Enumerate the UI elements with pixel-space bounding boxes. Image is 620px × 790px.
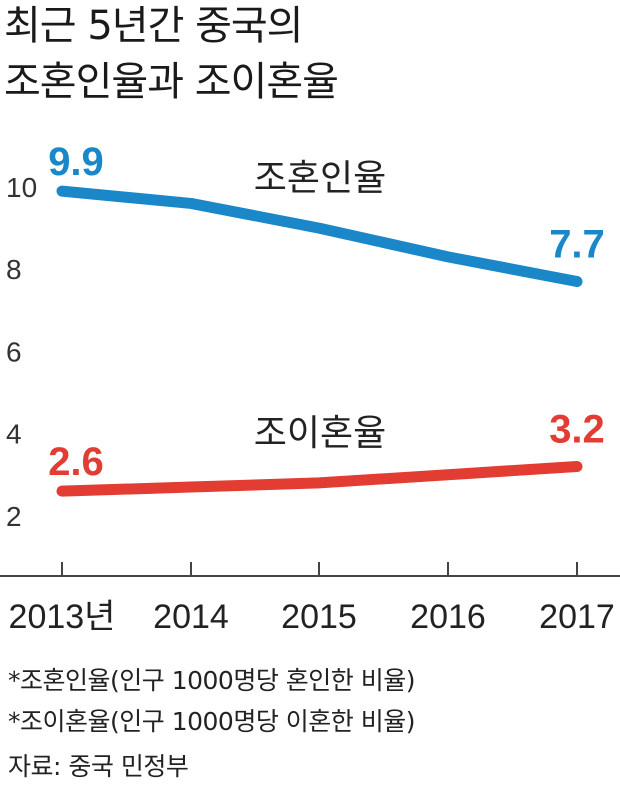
series-line-1 — [56, 185, 583, 288]
y-tick-label: 10 — [6, 172, 37, 203]
data-label-first: 9.9 — [48, 140, 104, 184]
series-line-2 — [56, 460, 583, 497]
data-label-last: 7.7 — [549, 223, 605, 267]
data-label-last: 3.2 — [549, 407, 605, 451]
footnote-marriage-rate: *조혼인율(인구 1000명당 혼인한 비율) — [8, 666, 415, 695]
y-tick-label: 2 — [6, 501, 22, 532]
x-axis-ticks: 2013년 2014 2015 2016 2017 — [9, 562, 615, 636]
chart-title-line-2: 조혼인율과 조이혼율 — [4, 59, 339, 105]
y-tick-label: 8 — [6, 254, 22, 285]
y-tick-label: 4 — [6, 419, 22, 450]
y-tick-label: 6 — [6, 336, 22, 367]
x-tick-label: 2016 — [410, 598, 486, 636]
x-tick-label: 2015 — [281, 598, 357, 636]
x-tick-label: 2013년 — [9, 598, 116, 636]
series-name-label: 조이혼율 — [254, 413, 386, 454]
x-tick-label: 2017 — [539, 598, 615, 636]
y-axis-ticks: 2 4 6 8 10 — [6, 172, 37, 532]
source-note: 자료: 중국 민정부 — [8, 752, 189, 781]
x-tick-label: 2014 — [153, 598, 229, 636]
series-layer — [56, 185, 583, 497]
footnote-divorce-rate: *조이혼율(인구 1000명당 이혼한 비율) — [8, 707, 415, 736]
value-labels-layer: 조혼인율 9.9 7.7 조이혼율 2.6 3.2 — [48, 140, 605, 484]
series-name-label: 조혼인율 — [254, 158, 386, 199]
data-label-first: 2.6 — [48, 440, 104, 484]
chart-title-line-1: 최근 5년간 중국의 — [4, 3, 303, 49]
